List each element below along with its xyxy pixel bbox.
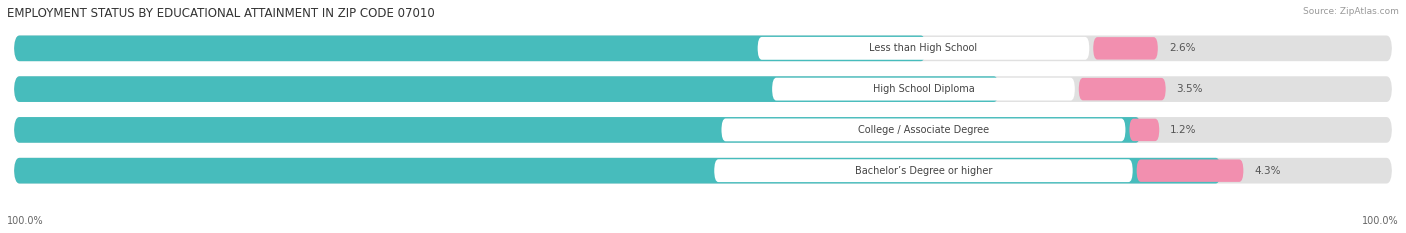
FancyBboxPatch shape xyxy=(14,117,1142,143)
FancyBboxPatch shape xyxy=(14,158,1222,184)
FancyBboxPatch shape xyxy=(772,78,1074,101)
FancyBboxPatch shape xyxy=(714,159,1133,182)
FancyBboxPatch shape xyxy=(14,35,927,61)
FancyBboxPatch shape xyxy=(721,118,1125,141)
Text: College / Associate Degree: College / Associate Degree xyxy=(858,125,988,135)
FancyBboxPatch shape xyxy=(1129,119,1160,141)
Text: 100.0%: 100.0% xyxy=(7,216,44,226)
Text: EMPLOYMENT STATUS BY EDUCATIONAL ATTAINMENT IN ZIP CODE 07010: EMPLOYMENT STATUS BY EDUCATIONAL ATTAINM… xyxy=(7,7,434,20)
Text: 100.0%: 100.0% xyxy=(1362,216,1399,226)
Text: High School Diploma: High School Diploma xyxy=(873,84,974,94)
Text: 66.2%: 66.2% xyxy=(796,43,831,53)
Text: 71.5%: 71.5% xyxy=(794,84,831,94)
Text: 2.6%: 2.6% xyxy=(1168,43,1195,53)
Text: Bachelor’s Degree or higher: Bachelor’s Degree or higher xyxy=(855,166,993,176)
FancyBboxPatch shape xyxy=(1094,37,1157,60)
Text: 1.2%: 1.2% xyxy=(1170,125,1197,135)
Text: Source: ZipAtlas.com: Source: ZipAtlas.com xyxy=(1303,7,1399,16)
FancyBboxPatch shape xyxy=(14,35,1392,61)
FancyBboxPatch shape xyxy=(1136,159,1243,182)
Text: 81.8%: 81.8% xyxy=(796,125,831,135)
Legend: In Labor Force, Unemployed: In Labor Force, Unemployed xyxy=(612,230,794,233)
FancyBboxPatch shape xyxy=(1078,78,1166,100)
Text: 87.6%: 87.6% xyxy=(794,166,831,176)
Text: Less than High School: Less than High School xyxy=(869,43,977,53)
FancyBboxPatch shape xyxy=(14,76,1000,102)
FancyBboxPatch shape xyxy=(758,37,1090,60)
Text: 3.5%: 3.5% xyxy=(1177,84,1204,94)
FancyBboxPatch shape xyxy=(14,76,1392,102)
Text: 4.3%: 4.3% xyxy=(1254,166,1281,176)
FancyBboxPatch shape xyxy=(14,158,1392,184)
FancyBboxPatch shape xyxy=(14,117,1392,143)
